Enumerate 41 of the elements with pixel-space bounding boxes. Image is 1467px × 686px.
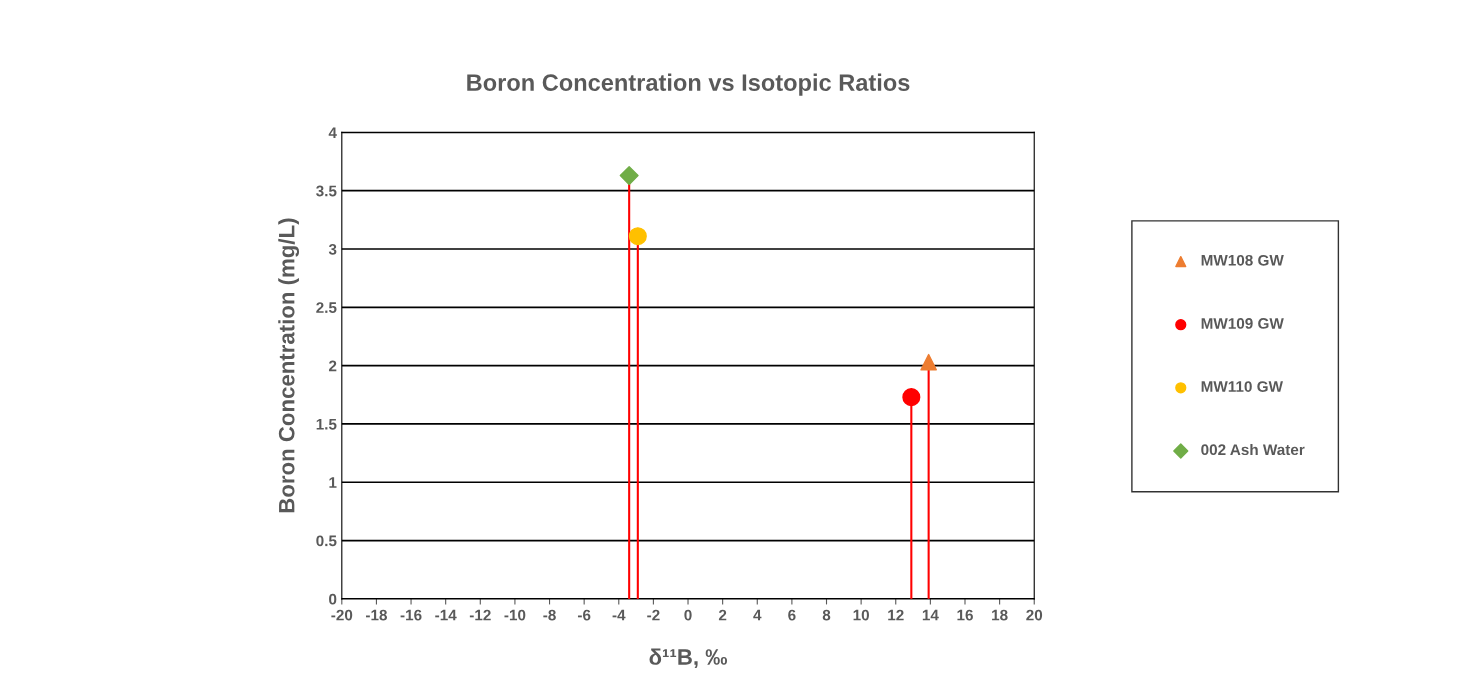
- x-tick-label: 6: [788, 609, 796, 621]
- legend-label: 002 Ash Water: [1201, 443, 1305, 456]
- x-tick-label: 0: [684, 609, 692, 621]
- x-tick-label: 8: [822, 609, 831, 621]
- x-tick-label: 2: [718, 609, 727, 621]
- x-tick-label: -6: [577, 609, 591, 621]
- y-tick-label: 0: [329, 593, 337, 605]
- x-tick-label: -12: [469, 609, 491, 621]
- y-tick-label: 3.5: [316, 185, 337, 197]
- legend-label: MW110 GW: [1201, 381, 1283, 392]
- point: [619, 166, 639, 186]
- y-axis-title: Boron Concentration (mg/L): [278, 218, 300, 513]
- y-tick-label: 0.5: [316, 535, 337, 547]
- point: [902, 388, 921, 407]
- legend-label: MW108 GW: [1201, 254, 1284, 266]
- x-tick-label: 10: [853, 609, 869, 621]
- x-tick-label: -8: [543, 609, 556, 621]
- point: [920, 353, 937, 371]
- x-tick-label: -16: [400, 609, 422, 621]
- y-tick-label: 3: [328, 243, 337, 255]
- x-tick-label: -10: [504, 609, 526, 621]
- y-tick-label: 2.5: [316, 302, 337, 314]
- chart-title: Boron Concentration vs Isotopic Ratios: [467, 73, 910, 96]
- x-tick-label: -14: [435, 609, 457, 621]
- x-axis-title: δ¹¹B, ‰: [649, 648, 728, 669]
- x-tick-label: 20: [1026, 609, 1043, 621]
- x-tick-label: -20: [331, 609, 353, 621]
- x-tick-label: -18: [365, 609, 388, 621]
- x-tick-label: -4: [612, 609, 626, 621]
- x-tick-label: 4: [753, 609, 762, 621]
- x-tick-label: 16: [957, 609, 973, 621]
- y-tick-label: 1.5: [316, 418, 337, 430]
- y-tick-label: 4: [328, 127, 337, 138]
- x-tick-label: 14: [922, 609, 939, 621]
- point: [628, 227, 647, 246]
- y-tick-label: 1: [329, 477, 337, 488]
- legend-label: MW109 GW: [1201, 318, 1284, 329]
- x-tick-label: 18: [992, 609, 1008, 621]
- x-tick-label: -2: [647, 609, 660, 621]
- y-tick-label: 2: [328, 360, 337, 372]
- x-tick-label: 12: [888, 609, 904, 621]
